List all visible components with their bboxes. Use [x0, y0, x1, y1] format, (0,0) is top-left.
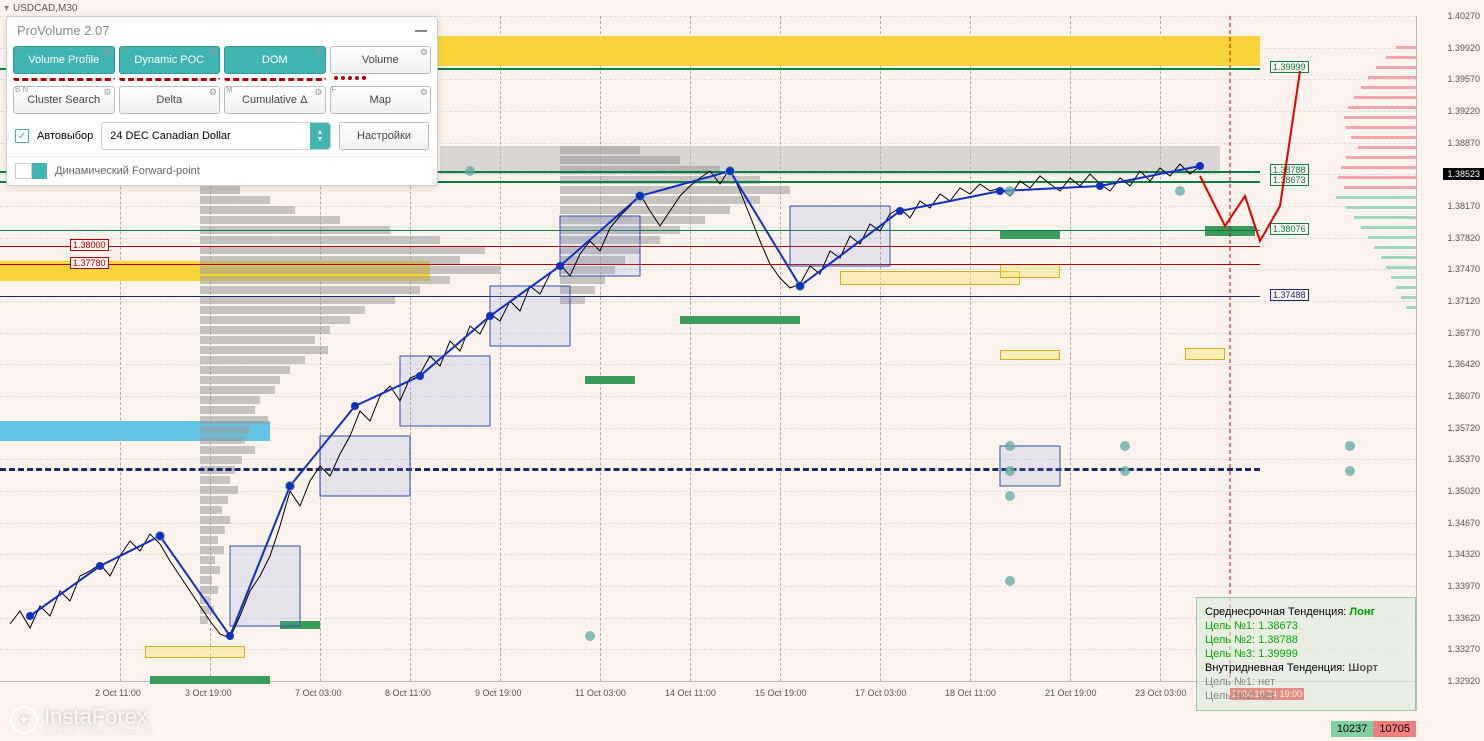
dynamic-poc-button[interactable]: Dynamic POC — [119, 46, 221, 74]
x-tick-label: 15 Oct 19:00 — [755, 688, 807, 698]
trend-info-box: Среднесрочная Тенденция: Лонг Цель №1: 1… — [1196, 597, 1416, 711]
vol-green: 10237 — [1331, 721, 1374, 737]
x-tick-label: 14 Oct 11:00 — [665, 688, 716, 698]
mid-trend-value: Лонг — [1349, 606, 1375, 618]
gear-icon[interactable]: ⚙ — [314, 87, 322, 98]
y-tick-label: 1.37470 — [1447, 264, 1480, 274]
y-tick-label: 1.38170 — [1447, 201, 1480, 211]
x-tick-label: 2 Oct 11:00 — [95, 688, 141, 698]
logo-star-icon: ✦ — [10, 706, 38, 734]
t3-label: Цель №3: — [1205, 648, 1255, 660]
y-tick-label: 1.37820 — [1447, 233, 1480, 243]
intra-trend-value: Шорт — [1348, 662, 1378, 674]
it2-label: Цель №2: — [1205, 690, 1255, 702]
mid-trend-label: Среднесрочная Тенденция: — [1205, 606, 1346, 618]
y-tick-label: 1.34320 — [1447, 549, 1480, 559]
x-tick-label: 18 Oct 11:00 — [945, 688, 996, 698]
instrument-select[interactable]: 24 DEC Canadian Dollar ▲▼ — [101, 122, 331, 150]
gear-icon[interactable]: ⚙ — [103, 47, 111, 58]
y-tick-label: 1.33270 — [1447, 644, 1480, 654]
volume-profile-button[interactable]: Volume Profile — [13, 46, 115, 74]
t2-value: 1.38788 — [1258, 634, 1298, 646]
forward-point-label: Динамический Forward-point — [55, 165, 200, 177]
y-axis: 1.402701.399201.395701.392201.388701.385… — [1416, 16, 1484, 711]
panel-title: ProVolume 2.07 — [17, 23, 110, 38]
y-tick-label: 1.32920 — [1447, 676, 1480, 686]
gear-icon[interactable]: ⚙ — [103, 87, 111, 98]
it1-value: нет — [1258, 676, 1275, 688]
delta-button[interactable]: Delta — [119, 86, 221, 114]
y-tick-label: 1.39220 — [1447, 106, 1480, 116]
y-tick-label: 1.33620 — [1447, 613, 1480, 623]
t3-value: 1.39999 — [1258, 648, 1298, 660]
intra-trend-label: Внутридневная Тенденция: — [1205, 662, 1345, 674]
gear-icon[interactable]: ⚙ — [314, 47, 322, 58]
gear-icon[interactable]: ⚙ — [420, 87, 428, 98]
forward-point-swatch — [15, 163, 47, 179]
y-tick-label: 1.33970 — [1447, 581, 1480, 591]
volume-numbers: 10237 10705 — [1331, 721, 1416, 737]
y-tick-label: 1.40270 — [1447, 11, 1480, 21]
volume-button[interactable]: Volume — [330, 46, 432, 74]
auto-label: Автовыбор — [37, 130, 93, 142]
x-tick-label: 8 Oct 11:00 — [385, 688, 431, 698]
it2-value: нет — [1258, 690, 1275, 702]
symbol-dropdown-icon[interactable]: ▾ — [4, 3, 9, 14]
y-tick-label: 1.34670 — [1447, 518, 1480, 528]
provolume-panel[interactable]: ProVolume 2.07 V⚙Volume ProfileP⚙Dynamic… — [6, 16, 438, 186]
gear-icon[interactable]: ⚙ — [209, 87, 217, 98]
y-tick-label: 1.36070 — [1447, 391, 1480, 401]
select-arrows-icon[interactable]: ▲▼ — [310, 123, 330, 149]
y-tick-label: 1.39920 — [1447, 43, 1480, 53]
y-tick-label: 1.39570 — [1447, 74, 1480, 84]
auto-checkbox[interactable]: ✓ — [15, 129, 29, 143]
x-tick-label: 21 Oct 19:00 — [1045, 688, 1097, 698]
logo-brand: InstaForex — [44, 704, 148, 729]
instaforex-logo: ✦ InstaForex INSTANT FOREX TRADING — [10, 704, 154, 735]
symbol-label: USDCAD,M30 — [13, 3, 77, 14]
y-tick-label: 1.35020 — [1447, 486, 1480, 496]
minimize-icon[interactable] — [415, 30, 427, 32]
y-tick-label: 1.36770 — [1447, 328, 1480, 338]
y-tick-label: 1.37120 — [1447, 296, 1480, 306]
vol-red: 10705 — [1373, 721, 1416, 737]
y-tick-label: 1.38870 — [1447, 138, 1480, 148]
it1-label: Цель №1: — [1205, 676, 1255, 688]
gear-icon[interactable]: ⚙ — [420, 47, 428, 58]
dom-button[interactable]: DOM — [224, 46, 326, 74]
x-tick-label: 9 Oct 19:00 — [475, 688, 522, 698]
y-tick-label: 1.35720 — [1447, 423, 1480, 433]
x-tick-label: 3 Oct 19:00 — [185, 688, 232, 698]
settings-button[interactable]: Настройки — [339, 122, 429, 150]
x-tick-label: 17 Oct 03:00 — [855, 688, 907, 698]
instrument-value: 24 DEC Canadian Dollar — [110, 130, 230, 142]
y-tick-label: 1.36420 — [1447, 359, 1480, 369]
map-button[interactable]: Map — [330, 86, 432, 114]
current-price-marker: 1.38523 — [1443, 168, 1484, 180]
x-tick-label: 7 Oct 03:00 — [295, 688, 342, 698]
t1-label: Цель №1: — [1205, 620, 1255, 632]
logo-tagline: INSTANT FOREX TRADING — [44, 728, 154, 735]
x-tick-label: 23 Oct 03:00 — [1135, 688, 1187, 698]
x-tick-label: 11 Oct 03:00 — [575, 688, 626, 698]
t1-value: 1.38673 — [1258, 620, 1298, 632]
t2-label: Цель №2: — [1205, 634, 1255, 646]
y-tick-label: 1.35370 — [1447, 454, 1480, 464]
gear-icon[interactable]: ⚙ — [209, 47, 217, 58]
cumulative--button[interactable]: Cumulative Δ — [224, 86, 326, 114]
